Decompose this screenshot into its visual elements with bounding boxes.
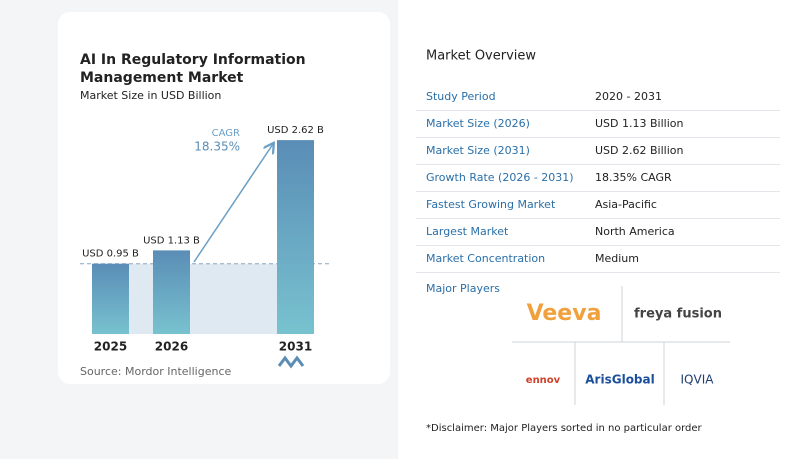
source: Source: Mordor Intelligence [80,365,231,378]
bar [277,140,314,334]
player-logo: Veeva [527,301,602,326]
row-label: Fastest Growing Market [426,198,556,211]
x-tick-label: 2031 [279,340,312,354]
row-value: Medium [595,252,639,265]
row-label: Growth Rate (2026 - 2031) [426,171,574,184]
player-logo: freya fusion [634,307,722,322]
value-label: USD 2.62 B [267,125,324,136]
chart-subtitle: Market Size in USD Billion [80,89,221,102]
cagr-label: CAGR [212,128,240,139]
row-label: Market Concentration [426,252,545,265]
row-label: Study Period [426,90,496,103]
x-tick-label: 2025 [94,340,127,354]
row-value: North America [595,225,675,238]
value-label: USD 1.13 B [143,235,200,246]
cagr-value: 18.35% [194,140,240,154]
value-label: USD 0.95 B [82,249,139,260]
logo [277,355,305,369]
overview-title: Market Overview [426,49,536,64]
bar [153,250,190,334]
cagr-arrow [193,144,273,263]
row-label: Market Size (2026) [426,117,530,130]
row-value: Asia-Pacific [595,198,657,211]
player-logo: ennov [526,375,561,386]
chart-title: AI In Regulatory Information Management M… [80,52,306,86]
overview-panel [398,0,800,459]
x-tick-label: 2026 [155,340,188,354]
bar [92,263,129,334]
player-logo: IQVIA [681,373,715,387]
row-value: USD 2.62 Billion [595,144,683,157]
player-grid [512,286,730,405]
shade [129,263,277,334]
row-label: Market Size (2031) [426,144,530,157]
player-logo: ArisGlobal [585,373,654,387]
row-value: 18.35% CAGR [595,171,672,184]
row-value: 2020 - 2031 [595,90,662,103]
players-title: Major Players [426,282,500,295]
row-label: Largest Market [426,225,509,238]
row-value: USD 1.13 Billion [595,117,683,130]
disclaimer: *Disclaimer: Major Players sorted in no … [426,423,703,434]
